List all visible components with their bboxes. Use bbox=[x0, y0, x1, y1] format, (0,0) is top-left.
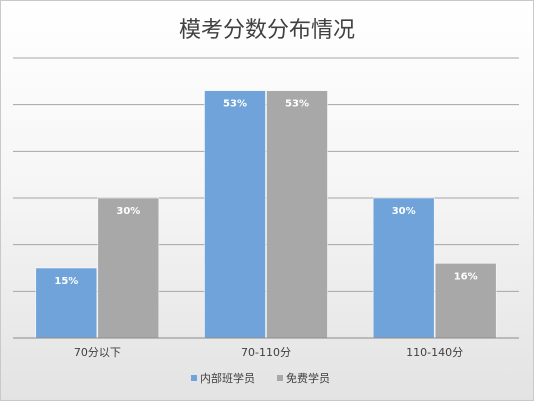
data-label: 53% bbox=[223, 99, 247, 110]
bar-internal-3 bbox=[372, 197, 435, 339]
data-label: 30% bbox=[116, 206, 140, 217]
data-label: 53% bbox=[285, 99, 309, 110]
x-tick-label: 110-140分 bbox=[406, 346, 463, 359]
legend-swatch bbox=[277, 375, 283, 381]
legend-label: 内部班学员 bbox=[200, 371, 255, 385]
bars bbox=[35, 90, 497, 339]
data-labels: 15% 30% 53% 53% 30% 16% bbox=[54, 99, 477, 287]
bar-free-3 bbox=[434, 263, 497, 339]
x-axis: 70分以下 70-110分 110-140分 bbox=[13, 337, 519, 359]
bar-free-2 bbox=[266, 90, 328, 339]
data-label: 16% bbox=[454, 271, 478, 282]
legend-swatch bbox=[191, 375, 197, 381]
bar-internal-2 bbox=[204, 90, 266, 339]
x-tick-label: 70分以下 bbox=[74, 346, 121, 359]
legend-label: 免费学员 bbox=[286, 371, 330, 385]
gridlines bbox=[13, 57, 519, 292]
x-tick-label: 70-110分 bbox=[241, 346, 291, 359]
data-label: 30% bbox=[392, 206, 416, 217]
bar-free-1 bbox=[97, 197, 160, 339]
data-label: 15% bbox=[54, 276, 78, 287]
chart-title: 模考分数分布情况 bbox=[179, 18, 355, 43]
legend: 内部班学员 免费学员 bbox=[191, 371, 330, 385]
